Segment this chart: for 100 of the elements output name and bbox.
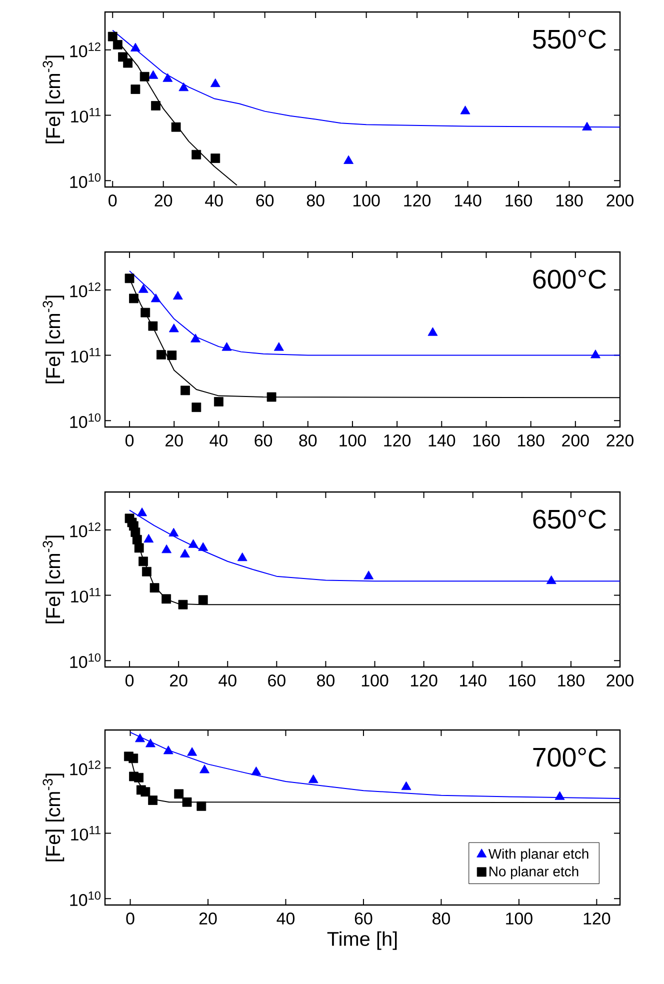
- point: [590, 350, 600, 358]
- x-tick-label: 200: [606, 674, 634, 687]
- x-tick-label: 160: [506, 194, 532, 207]
- point: [190, 334, 200, 342]
- point: [156, 350, 166, 360]
- point: [142, 566, 152, 576]
- x-tick-label: 60: [254, 434, 272, 447]
- point: [128, 754, 138, 764]
- x-tick-label: 20: [154, 194, 172, 207]
- point: [210, 154, 220, 163]
- y-axis-title: [Fe] [cm$^{-3}$]: [42, 296, 64, 384]
- x-tick-label: 20: [199, 912, 217, 925]
- point: [140, 787, 150, 797]
- point: [124, 274, 134, 284]
- y-tick-label: 10$^{10}$: [70, 891, 101, 906]
- y-tick-label: 10$^{12}$: [70, 282, 100, 298]
- point: [144, 534, 154, 543]
- x-tick-label: 220: [606, 434, 634, 447]
- x-tick-label: 160: [509, 674, 536, 687]
- point: [130, 84, 140, 94]
- point: [140, 308, 150, 318]
- point: [237, 552, 248, 562]
- point: [135, 733, 145, 742]
- point: [162, 544, 172, 554]
- x-tick-label: 0: [125, 434, 134, 447]
- point: [134, 543, 144, 553]
- x-tick-label: 120: [584, 912, 610, 925]
- point: [214, 397, 224, 406]
- point: [146, 738, 156, 748]
- y-tick-label: 10$^{11}$: [71, 108, 100, 123]
- x-tick-label: 100: [353, 194, 380, 207]
- x-tick-label: 0: [125, 674, 134, 687]
- legend-label: With planar etch: [488, 848, 588, 862]
- point: [428, 327, 438, 336]
- point: [182, 797, 192, 807]
- text: 700°C: [533, 748, 606, 767]
- y-tick-label: 10$^{10}$: [70, 653, 101, 668]
- y-axis-title: [Fe] [cm$^{-3}$]: [42, 774, 64, 862]
- y-axis-title: [Fe] [cm$^{-3}$]: [42, 536, 64, 624]
- x-tick-label: 180: [518, 434, 544, 447]
- text: 650°C: [533, 510, 606, 529]
- x-tick-label: 100: [506, 912, 532, 925]
- point: [138, 284, 148, 293]
- x-tick-label: 140: [454, 194, 482, 207]
- point: [198, 595, 208, 605]
- x-tick-label: 40: [218, 674, 236, 687]
- y-tick-label: 10$^{12}$: [70, 760, 100, 776]
- x-tick-label: 140: [428, 434, 456, 447]
- x-tick-label: 100: [362, 674, 388, 687]
- legend-label: No planar etch: [490, 866, 578, 880]
- text: 550°C: [532, 30, 606, 49]
- x-tick-label: 60: [354, 912, 372, 925]
- point: [178, 82, 189, 92]
- text: 600°C: [533, 270, 606, 289]
- point: [171, 122, 181, 132]
- point: [150, 294, 161, 302]
- x-tick-label: 140: [460, 674, 486, 687]
- y-tick-label: 10$^{12}$: [70, 42, 100, 58]
- point: [151, 101, 160, 110]
- point: [200, 764, 210, 774]
- point: [192, 402, 202, 412]
- point: [210, 78, 220, 88]
- point: [108, 32, 118, 42]
- line-series: [130, 732, 620, 800]
- x-tick-label: 40: [210, 434, 228, 447]
- x-tick-label: 80: [306, 194, 324, 207]
- y-tick-label: 10$^{12}$: [70, 522, 100, 538]
- point: [308, 774, 318, 784]
- point: [554, 791, 565, 800]
- point: [138, 556, 148, 566]
- point: [180, 386, 190, 396]
- point: [192, 150, 202, 160]
- point: [140, 72, 150, 82]
- point: [150, 583, 160, 593]
- x-tick-label: 40: [276, 912, 294, 925]
- x-tick-label: 60: [268, 674, 286, 687]
- y-tick-label: 10$^{11}$: [71, 348, 100, 363]
- x-tick-label: 40: [205, 194, 223, 207]
- x-tick-label: 160: [473, 434, 500, 447]
- point: [198, 542, 208, 551]
- x-tick-label: 80: [432, 912, 450, 925]
- point: [148, 70, 158, 79]
- x-tick-label: 200: [606, 194, 634, 207]
- point: [148, 796, 158, 805]
- point: [162, 73, 173, 82]
- line-series: [112, 30, 620, 128]
- x-tick-label: 180: [556, 194, 583, 207]
- point: [163, 746, 174, 754]
- point: [401, 781, 412, 790]
- x-tick-label: 60: [256, 194, 274, 207]
- point: [274, 342, 284, 351]
- point: [137, 508, 147, 516]
- x-tick-label: 120: [410, 674, 438, 687]
- point: [222, 342, 232, 351]
- point: [582, 122, 592, 130]
- x-tick-label: 0: [108, 194, 117, 207]
- x-tick-label: 20: [170, 674, 188, 687]
- point: [187, 747, 198, 756]
- point: [188, 539, 198, 548]
- point: [172, 290, 183, 300]
